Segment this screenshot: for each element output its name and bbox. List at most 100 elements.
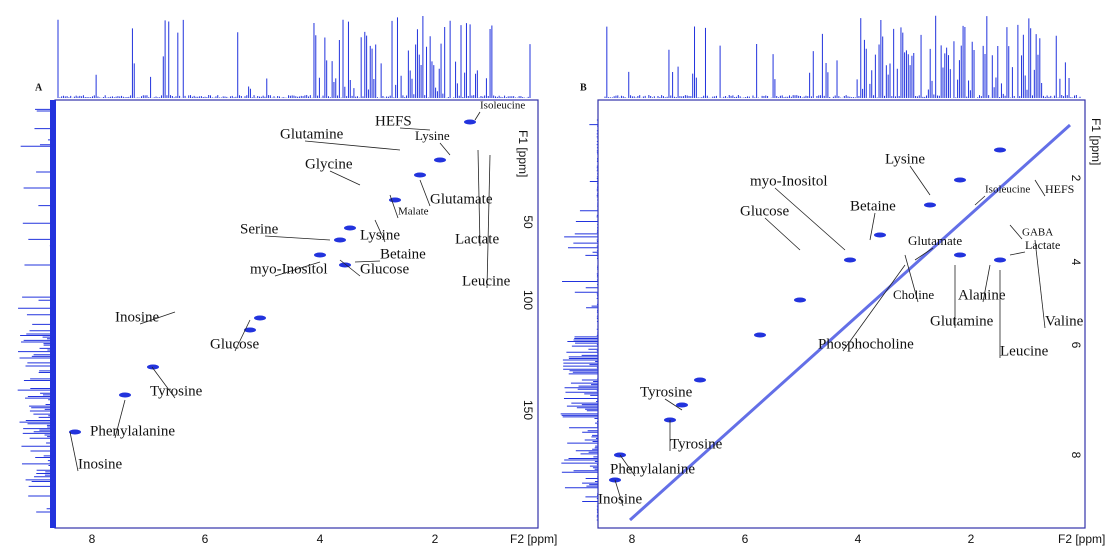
leader-line — [477, 149, 481, 247]
cross-peak — [344, 225, 356, 231]
leader-line — [614, 479, 624, 507]
peak-annotation: Tyrosine — [670, 436, 723, 452]
x-axis-label: F2 [ppm] — [510, 532, 557, 546]
leader-line — [399, 127, 431, 131]
y-tick-label: 100 — [521, 290, 535, 310]
leader-line — [1034, 239, 1046, 329]
y-axis-label: F1 [ppm] — [1089, 118, 1103, 165]
leader-line — [234, 319, 251, 352]
peak-annotation: Inosine — [598, 491, 643, 507]
peak-annotation: Lactate — [455, 231, 499, 247]
cross-peak — [334, 237, 346, 243]
projection-spectrum — [560, 119, 598, 521]
y-tick-label: 8 — [1069, 452, 1083, 459]
leader-line — [869, 212, 876, 241]
leader-line — [304, 140, 401, 151]
peak-annotation: Tyrosine — [640, 384, 693, 400]
leader-line — [354, 260, 381, 263]
cross-peak — [464, 119, 476, 125]
peak-annotation: Phenylalanine — [610, 461, 695, 477]
cross-peak — [794, 297, 806, 303]
cross-peak — [339, 262, 351, 268]
panel-label: A — [35, 82, 43, 93]
cross-peak — [994, 147, 1006, 153]
projection-spectrum — [604, 15, 1081, 98]
peak-annotation: Glutamine — [280, 126, 344, 142]
cross-peak — [844, 257, 856, 263]
peak-annotation: Glucose — [210, 336, 259, 352]
leader-line — [486, 154, 491, 289]
peak-annotation: Lysine — [415, 128, 450, 143]
peak-annotation: Glucose — [360, 261, 409, 277]
leader-line — [151, 366, 176, 399]
cross-peak — [69, 429, 81, 435]
cross-peak — [314, 252, 326, 258]
x-tick-label: 2 — [968, 532, 975, 546]
peak-annotation: Glycine — [305, 156, 353, 172]
peak-annotation: Leucine — [462, 273, 511, 289]
leader-line — [264, 235, 331, 241]
peak-annotation: Choline — [893, 287, 934, 302]
leader-line — [974, 195, 986, 206]
leader-line — [982, 264, 991, 303]
peak-annotation: Glutamate — [430, 191, 493, 207]
peak-annotation: myo-Inositol — [750, 173, 828, 189]
peak-annotation: Betaine — [380, 246, 426, 262]
cross-peak — [414, 172, 426, 178]
x-axis-label: F2 [ppm] — [1058, 532, 1105, 546]
y-tick-label: 2 — [1069, 175, 1083, 182]
leader-line — [274, 261, 321, 277]
leader-line — [664, 398, 683, 411]
y-tick-label: 4 — [1069, 259, 1083, 266]
leader-line — [1034, 179, 1046, 197]
leader-line — [139, 311, 176, 325]
peak-annotation: Phenylalanine — [90, 423, 175, 439]
cross-peak — [676, 402, 688, 408]
peak-annotation: Isoleucine — [480, 100, 525, 112]
x-tick-label: 4 — [855, 532, 862, 546]
panel-label: B — [580, 82, 587, 93]
peak-annotation: HEFS — [375, 113, 412, 129]
peak-annotation: Betaine — [850, 198, 896, 214]
leader-line — [419, 179, 431, 207]
leader-line — [904, 254, 919, 303]
peak-annotation: Leucine — [1000, 343, 1049, 359]
peak-annotation: Isoleucine — [985, 184, 1030, 196]
peak-annotation: Glutamine — [930, 313, 994, 329]
diagonal — [628, 123, 1072, 522]
leader-line — [914, 247, 934, 261]
peak-annotation: Lysine — [885, 151, 925, 167]
leader-line — [474, 111, 481, 121]
leader-line — [329, 170, 361, 186]
leader-line — [69, 431, 79, 472]
leader-line — [764, 217, 801, 251]
cross-peak — [954, 252, 966, 258]
peak-annotation: Glutamate — [908, 233, 962, 248]
peak-annotation: Malate — [398, 206, 429, 218]
cross-peak — [147, 364, 159, 370]
peak-annotation: Lactate — [1025, 238, 1060, 252]
leader-line — [1009, 224, 1023, 240]
peak-annotation: Tyrosine — [150, 383, 203, 399]
leader-line — [374, 219, 386, 243]
cross-peak — [994, 257, 1006, 263]
peak-annotation: GABA — [1022, 227, 1053, 239]
cross-peak — [924, 202, 936, 208]
projection-spectrum — [17, 102, 55, 521]
cross-peak — [954, 177, 966, 183]
y-tick-label: 50 — [521, 215, 535, 229]
x-tick-label: 6 — [202, 532, 209, 546]
cross-peak — [754, 332, 766, 338]
leader-line — [842, 264, 906, 352]
peak-annotation: myo-Inositol — [250, 261, 328, 277]
cross-peak — [254, 315, 266, 321]
projection-spectrum — [57, 15, 531, 98]
cross-peak — [244, 327, 256, 333]
leader-line — [114, 399, 126, 439]
y-tick-label: 6 — [1069, 342, 1083, 349]
cross-peak — [874, 232, 886, 238]
peak-annotation: Inosine — [115, 309, 160, 325]
leader-line — [1009, 251, 1026, 256]
x-tick-label: 6 — [742, 532, 749, 546]
